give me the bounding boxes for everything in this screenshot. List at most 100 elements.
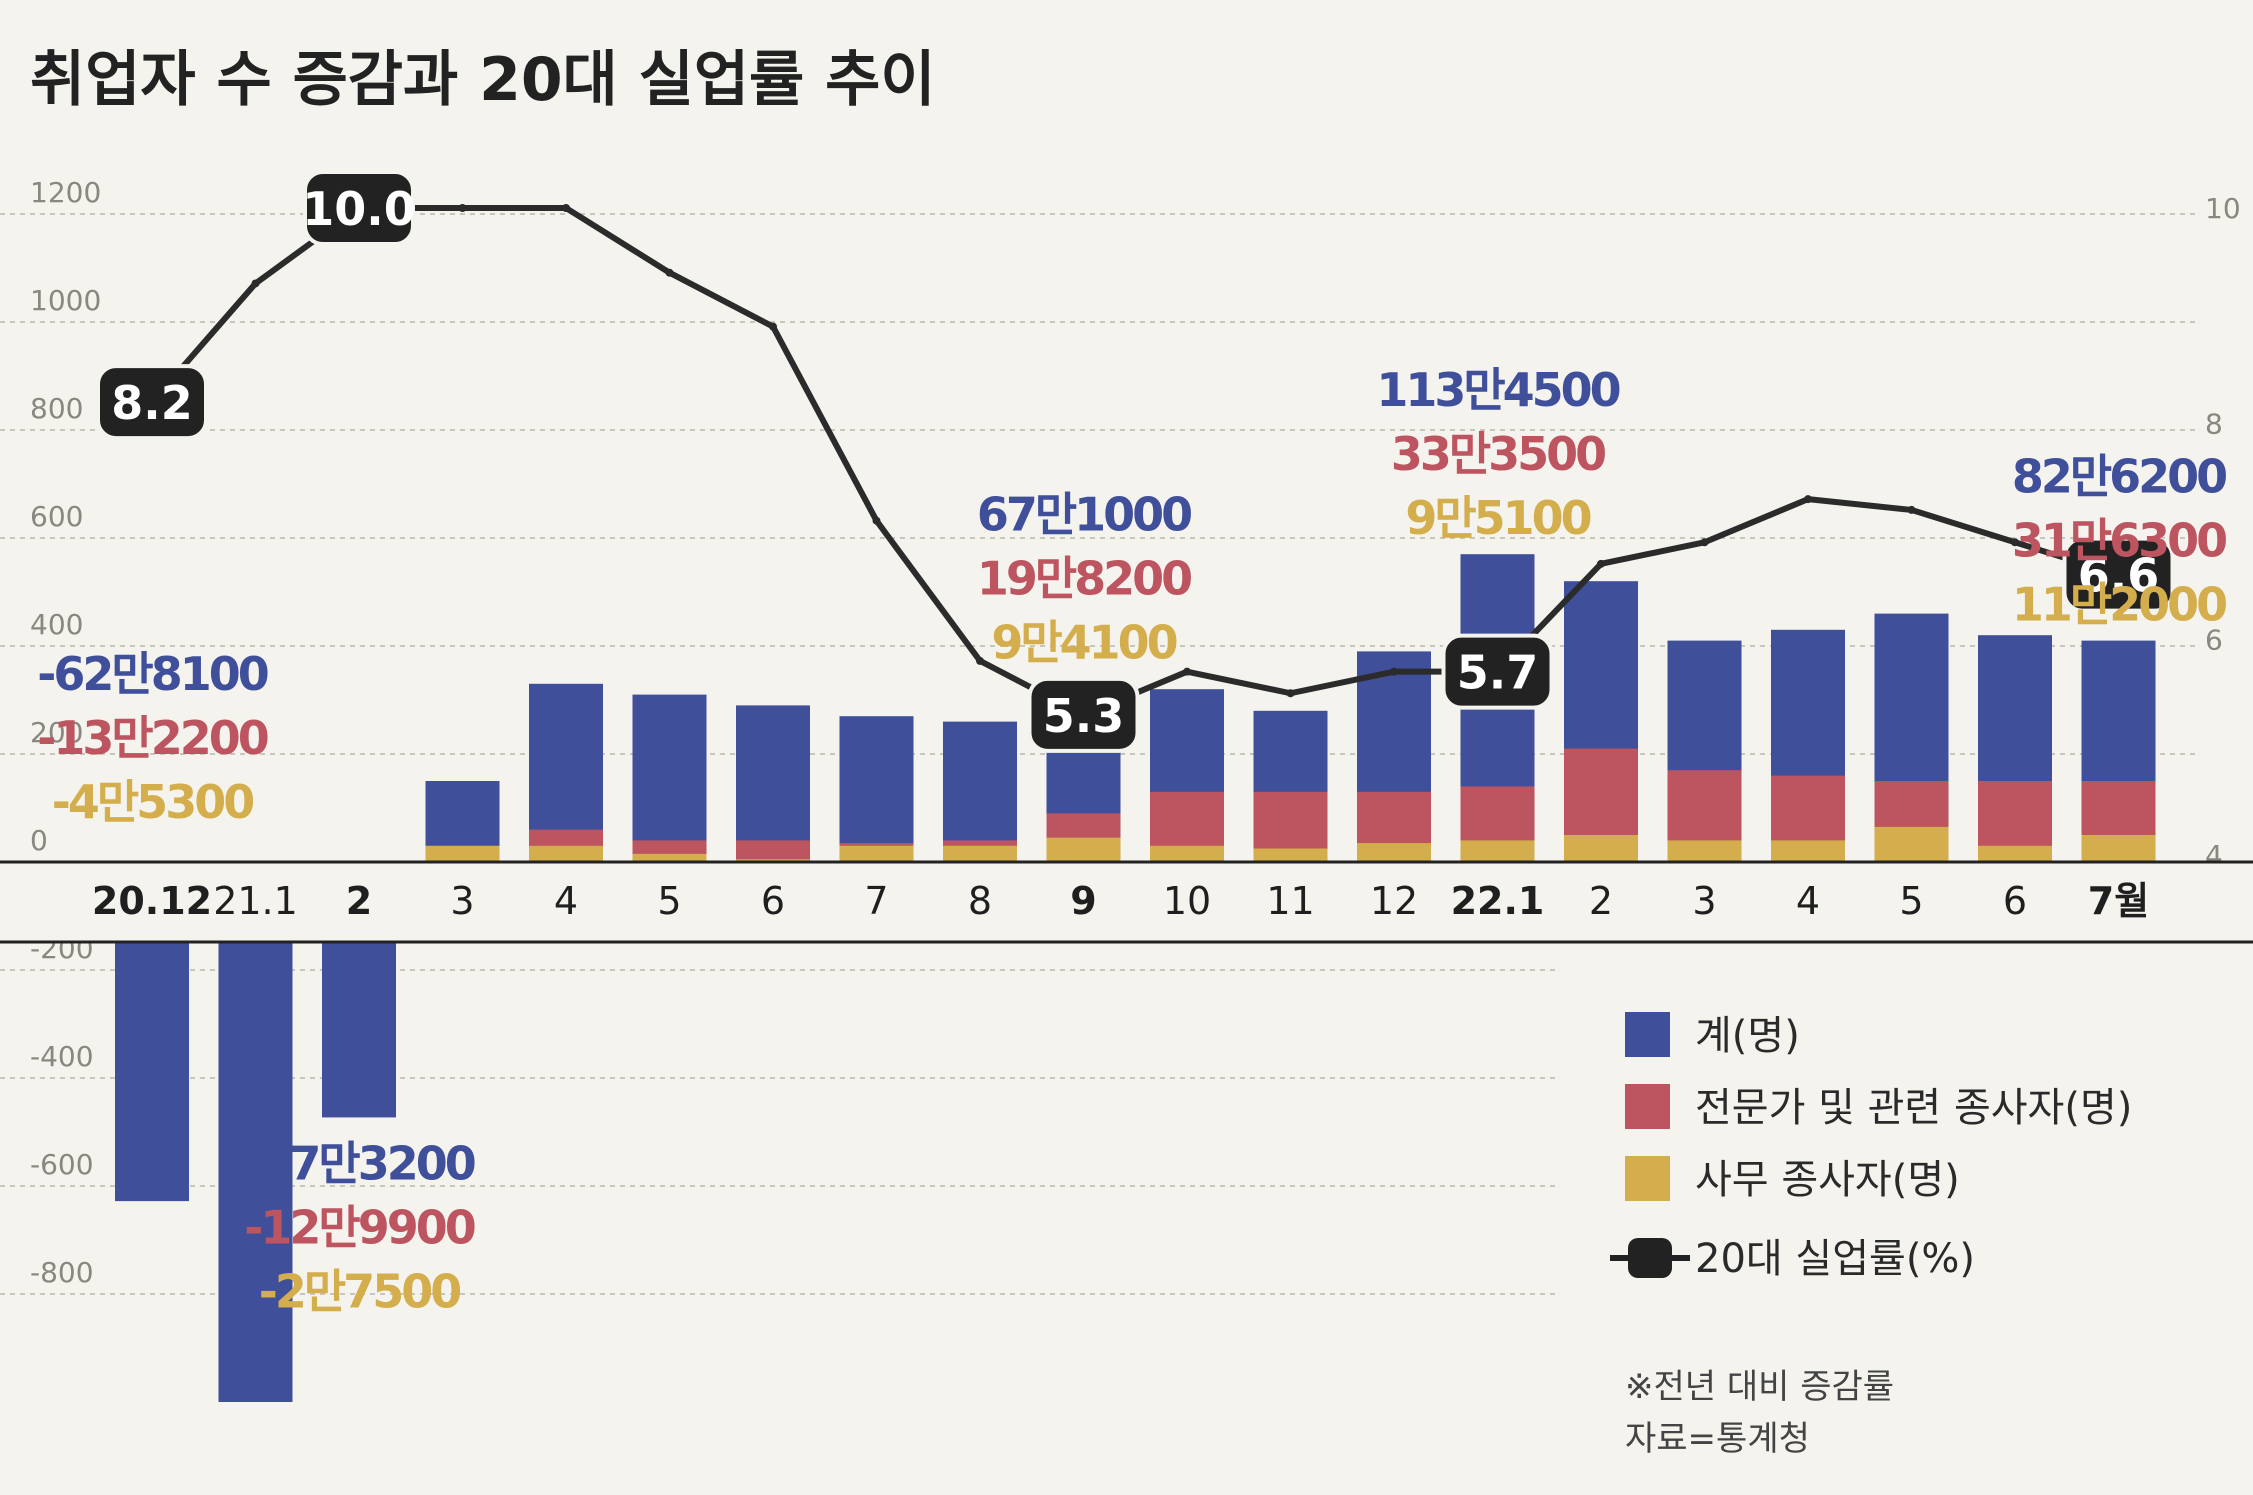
- bar-total: [736, 705, 810, 862]
- line-point: [872, 516, 881, 525]
- category-label: 3: [450, 879, 474, 923]
- bar-total: [943, 721, 1017, 862]
- category-label: 7: [864, 879, 888, 923]
- bar-clerical: [425, 845, 500, 862]
- value-annotation: -13만2200: [37, 711, 267, 765]
- value-annotation: 19만8200: [977, 551, 1191, 605]
- bar-specialist: [736, 840, 810, 862]
- legend-swatch: [1625, 1012, 1670, 1057]
- bar-clerical: [1771, 840, 1845, 862]
- value-annotation: -62만8100: [37, 647, 267, 701]
- bar-clerical: [1564, 835, 1638, 862]
- category-label: 5: [657, 879, 681, 923]
- source-note: 자료=통계청: [1625, 1419, 1810, 1459]
- line-point: [1286, 689, 1295, 698]
- category-label: 9: [1070, 879, 1096, 923]
- value-annotation: 113만4500: [1376, 363, 1619, 417]
- right-tick-label: 6: [2205, 623, 2223, 656]
- legend: 계(명) 전문가 및 관련 종사자(명) 사무 종사자(명) 20대 실업률(%): [1610, 1012, 2132, 1282]
- line-point-label: 6.6: [2078, 549, 2160, 603]
- line-point: [458, 204, 467, 212]
- legend-label: 사무 종사자(명): [1695, 1157, 1960, 1203]
- bar-total: [218, 862, 293, 1402]
- category-axis: 20.12 21.1 2 3 4 5 6 7 8 9 10 11 12 22.1 2 3 4 5 6 7월: [0, 860, 2253, 944]
- chart-title: 취업자 수 증감과 20대 실업률 추이: [30, 45, 936, 115]
- legend-line-marker: [1628, 1238, 1672, 1278]
- left-tick-label: 1000: [30, 284, 101, 317]
- bar-clerical: [1874, 826, 1949, 862]
- bar-clerical: [1978, 845, 2052, 862]
- category-label: 3: [1692, 879, 1716, 923]
- right-tick-label: 10: [2205, 192, 2241, 225]
- bar-clerical: [2081, 835, 2156, 862]
- value-annotation: 9만5100: [1405, 491, 1590, 545]
- line-point-label-box: [303, 170, 415, 246]
- line-point: [769, 322, 777, 331]
- left-tick-label: 800: [30, 392, 83, 425]
- left-tick-label: 600: [30, 500, 83, 533]
- left-tick-label: 1200: [30, 176, 101, 209]
- category-label: 22.1: [1451, 879, 1545, 923]
- line-point: [251, 279, 260, 288]
- value-annotation: -4만5300: [52, 775, 253, 829]
- value-annotation: 31만6300: [2012, 514, 2226, 568]
- value-annotation: -47만3200: [244, 1136, 474, 1190]
- category-label: 10: [1163, 879, 1211, 923]
- value-annotation: 82만6200: [2012, 450, 2226, 504]
- bar-clerical: [1150, 845, 1224, 862]
- bar-total: [632, 694, 707, 862]
- left-tick-label: -600: [30, 1148, 94, 1181]
- category-label: 8: [968, 879, 992, 923]
- category-label: 2: [1589, 879, 1613, 923]
- line-point: [1597, 559, 1605, 568]
- line-point-label: 5.3: [1043, 689, 1125, 743]
- value-annotation: 9만4100: [991, 615, 1176, 669]
- value-annotation: 33만3500: [1391, 427, 1605, 481]
- category-band: [0, 862, 2253, 942]
- line-point-label-box: [1441, 633, 1554, 710]
- legend-swatch: [1625, 1084, 1670, 1129]
- value-annotation: 67만1000: [977, 487, 1191, 541]
- bar-clerical: [1357, 843, 1431, 862]
- bar-clerical: [632, 853, 707, 862]
- category-label: 5: [1899, 879, 1923, 923]
- line-point-label: 8.2: [111, 376, 193, 430]
- line-point: [562, 204, 570, 212]
- value-annotation: -12만9900: [244, 1200, 474, 1254]
- bar-clerical: [529, 845, 603, 862]
- value-annotations: -62만8100 -13만2200 -4만5300 -47만3200 -12만9900 -…: [37, 363, 2229, 1318]
- legend-label: 전문가 및 관련 종사자(명): [1695, 1085, 2132, 1131]
- category-label: 6: [761, 879, 785, 923]
- line-point: [1390, 667, 1398, 676]
- bar-clerical: [1667, 840, 1742, 862]
- bar-clerical: [1253, 848, 1328, 862]
- line-point: [2011, 538, 2019, 547]
- line-point-label-box: [2062, 536, 2175, 613]
- line-point-label-box: [96, 364, 208, 441]
- value-annotation: -2만7500: [259, 1264, 460, 1318]
- line-point: [1804, 495, 1812, 504]
- bar-clerical: [1460, 840, 1535, 862]
- legend-label: 계(명): [1695, 1013, 1800, 1059]
- left-tick-label: 400: [30, 608, 83, 641]
- category-label: 21.1: [213, 879, 298, 923]
- category-label: 11: [1266, 879, 1314, 923]
- category-label: 2: [346, 879, 372, 923]
- line-point-label: 5.7: [1457, 646, 1539, 700]
- bar-clerical: [943, 845, 1017, 862]
- line-point: [665, 268, 674, 277]
- line-point: [1907, 505, 1916, 514]
- line-point: [976, 656, 984, 665]
- left-tick-label: 200: [30, 716, 83, 749]
- bar-total: [839, 716, 914, 862]
- bar-clerical: [1046, 837, 1121, 862]
- bar-clerical: [839, 845, 914, 862]
- category-label: 7월: [2088, 879, 2149, 923]
- value-annotation: 11만2000: [2012, 578, 2226, 632]
- category-label: 4: [1796, 879, 1820, 923]
- line-point: [1700, 538, 1709, 547]
- left-tick-label: -400: [30, 1040, 94, 1073]
